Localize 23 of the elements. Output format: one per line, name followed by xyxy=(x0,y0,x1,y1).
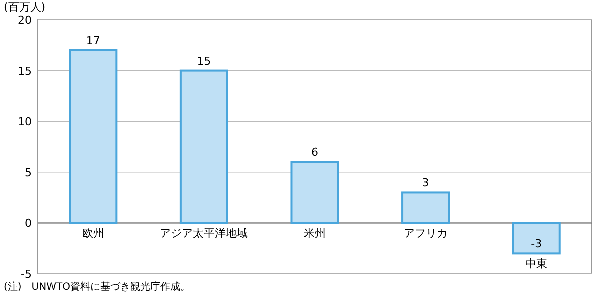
x-tick-label: 欧州 xyxy=(82,227,104,240)
bar xyxy=(402,192,450,224)
bar xyxy=(512,222,561,255)
bar xyxy=(290,161,340,224)
x-tick-label: アジア太平洋地域 xyxy=(160,227,248,240)
bar xyxy=(69,49,118,224)
y-axis-title: (百万人) xyxy=(4,1,46,14)
data-label: 17 xyxy=(86,34,100,48)
x-tick-label: アフリカ xyxy=(404,227,448,240)
data-label: 3 xyxy=(422,176,430,190)
y-tick-label: 10 xyxy=(18,116,32,129)
data-label: -3 xyxy=(531,238,542,251)
x-tick-label: 米州 xyxy=(304,227,326,240)
y-tick-label: 15 xyxy=(18,64,32,78)
bar xyxy=(180,70,228,224)
y-tick-label: 0 xyxy=(25,217,32,230)
text: (注) UNWTO資料に基づき観光庁作成。 xyxy=(4,281,190,293)
x-tick-label: 中東 xyxy=(526,258,548,271)
y-tick-label: 20 xyxy=(18,14,32,27)
y-tick-label: 5 xyxy=(25,166,32,180)
data-label: 15 xyxy=(197,54,212,68)
data-label: 6 xyxy=(312,146,318,160)
y-tick-label: -5 xyxy=(21,268,32,281)
